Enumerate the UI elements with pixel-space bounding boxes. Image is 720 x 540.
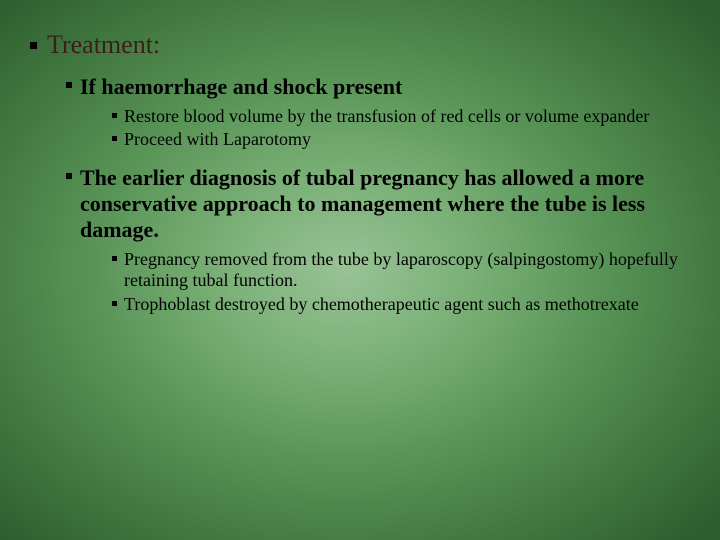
slide-title: Treatment: bbox=[47, 30, 160, 59]
list-item-text: Proceed with Laparotomy bbox=[124, 129, 680, 151]
list-item-text: Restore blood volume by the transfusion … bbox=[124, 106, 680, 128]
list-item: Pregnancy removed from the tube by lapar… bbox=[112, 249, 680, 292]
list-item: Restore blood volume by the transfusion … bbox=[112, 106, 680, 128]
list-item-text: If haemorrhage and shock present bbox=[80, 74, 680, 100]
square-bullet-icon bbox=[66, 82, 72, 88]
square-bullet-icon bbox=[30, 42, 37, 49]
spacer bbox=[30, 153, 680, 165]
square-bullet-icon bbox=[112, 136, 117, 141]
square-bullet-icon bbox=[112, 256, 117, 261]
list-item: Proceed with Laparotomy bbox=[112, 129, 680, 151]
list-item: If haemorrhage and shock present bbox=[66, 74, 680, 100]
list-item-text: Trophoblast destroyed by chemotherapeuti… bbox=[124, 294, 680, 316]
slide-body: Treatment: If haemorrhage and shock pres… bbox=[0, 0, 720, 540]
slide-title-row: Treatment: bbox=[30, 30, 680, 60]
list-item: Trophoblast destroyed by chemotherapeuti… bbox=[112, 294, 680, 316]
list-item-text: Pregnancy removed from the tube by lapar… bbox=[124, 249, 680, 292]
square-bullet-icon bbox=[66, 173, 72, 179]
square-bullet-icon bbox=[112, 113, 117, 118]
list-item-text: The earlier diagnosis of tubal pregnancy… bbox=[80, 165, 680, 243]
square-bullet-icon bbox=[112, 301, 117, 306]
list-item: The earlier diagnosis of tubal pregnancy… bbox=[66, 165, 680, 243]
